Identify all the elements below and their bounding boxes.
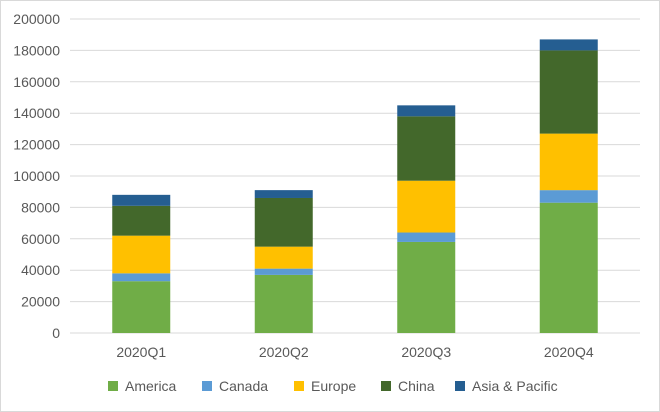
legend-swatch-europe bbox=[294, 381, 304, 391]
y-tick-label: 180000 bbox=[13, 42, 60, 58]
y-tick-label: 0 bbox=[52, 325, 60, 341]
y-tick-label: 60000 bbox=[21, 231, 60, 247]
x-axis-tick-labels: 2020Q1 2020Q2 2020Q3 2020Q4 bbox=[116, 344, 594, 360]
bar-canada-2020q2 bbox=[254, 268, 313, 275]
y-tick-label: 120000 bbox=[13, 137, 60, 153]
bar-asia-pacific-2020q4 bbox=[539, 39, 598, 51]
legend-label: America bbox=[125, 378, 177, 394]
bar-china-2020q4 bbox=[539, 50, 598, 134]
bar-asia-pacific-2020q3 bbox=[397, 105, 456, 117]
legend-label: Asia & Pacific bbox=[472, 378, 558, 394]
bar-canada-2020q1 bbox=[112, 273, 171, 282]
bar-europe-2020q1 bbox=[112, 235, 171, 274]
bar-america-2020q4 bbox=[539, 202, 598, 333]
bars bbox=[112, 39, 598, 333]
x-tick-label: 2020Q1 bbox=[116, 344, 166, 360]
x-tick-label: 2020Q2 bbox=[259, 344, 309, 360]
x-tick-label: 2020Q4 bbox=[544, 344, 594, 360]
legend-swatch-china bbox=[381, 381, 391, 391]
bar-europe-2020q4 bbox=[539, 133, 598, 191]
bar-china-2020q3 bbox=[397, 116, 456, 181]
legend-label: China bbox=[398, 378, 435, 394]
legend-label: Canada bbox=[219, 378, 268, 394]
y-tick-label: 20000 bbox=[21, 294, 60, 310]
y-tick-label: 80000 bbox=[21, 199, 60, 215]
bar-china-2020q1 bbox=[112, 205, 171, 236]
bar-asia-pacific-2020q2 bbox=[254, 190, 313, 198]
bar-europe-2020q3 bbox=[397, 180, 456, 233]
bar-canada-2020q4 bbox=[539, 190, 598, 203]
bar-america-2020q2 bbox=[254, 274, 313, 333]
bar-europe-2020q2 bbox=[254, 246, 313, 269]
y-tick-label: 200000 bbox=[13, 11, 60, 27]
legend: America Canada Europe China Asia & Pacific bbox=[108, 378, 558, 394]
y-tick-label: 100000 bbox=[13, 168, 60, 184]
bar-america-2020q1 bbox=[112, 281, 171, 333]
legend-swatch-america bbox=[108, 381, 118, 391]
legend-label: Europe bbox=[311, 378, 356, 394]
bar-china-2020q2 bbox=[254, 197, 313, 247]
y-axis-tick-labels: 0 20000 40000 60000 80000 100000 120000 140000 1… bbox=[13, 11, 60, 341]
y-tick-label: 140000 bbox=[13, 105, 60, 121]
bar-america-2020q3 bbox=[397, 241, 456, 333]
y-tick-label: 40000 bbox=[21, 262, 60, 278]
bar-asia-pacific-2020q1 bbox=[112, 194, 171, 206]
x-tick-label: 2020Q3 bbox=[401, 344, 451, 360]
y-tick-label: 160000 bbox=[13, 74, 60, 90]
legend-swatch-asia-pacific bbox=[455, 381, 465, 391]
bar-canada-2020q3 bbox=[397, 232, 456, 242]
legend-swatch-canada bbox=[202, 381, 212, 391]
